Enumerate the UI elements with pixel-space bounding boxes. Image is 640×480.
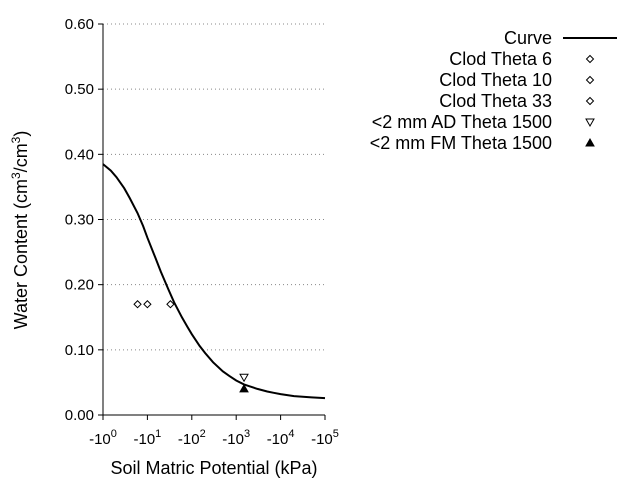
y-tick-label: 0.50 (65, 81, 94, 98)
y-axis-title: Water Content (cm3/cm3) (9, 131, 31, 330)
data-point (239, 373, 249, 383)
y-tick-label: 0.20 (65, 277, 94, 294)
legend-label: Curve (504, 28, 552, 48)
legend-label: Clod Theta 10 (439, 70, 552, 90)
curve-layer (102, 163, 326, 400)
legend-label: Clod Theta 6 (449, 49, 552, 69)
legend-swatch-marker (585, 118, 595, 128)
legend-label: Clod Theta 33 (439, 91, 552, 111)
x-tick-label: -105 (311, 428, 339, 448)
y-tick-label: 0.40 (65, 146, 94, 163)
y-tick-label: 0.30 (65, 212, 94, 229)
legend-swatch-marker (585, 54, 595, 64)
data-point (143, 300, 152, 309)
y-tick-label: 0.10 (65, 342, 94, 359)
data-point (133, 300, 142, 309)
legend-swatch-marker (585, 75, 595, 85)
y-tick-label: 0.60 (65, 16, 94, 33)
data-point (239, 383, 249, 393)
x-tick-label: -101 (133, 428, 161, 448)
y-tick-label: 0.00 (65, 407, 94, 424)
data-point (166, 300, 175, 309)
x-axis-title: Soil Matric Potential (kPa) (110, 458, 317, 478)
x-ticks: -100 -101 -102 -103 -104 -105 (89, 415, 339, 448)
x-tick-label: -100 (89, 428, 117, 448)
curve-line (102, 163, 326, 400)
x-tick-label: -103 (222, 428, 250, 448)
y-ticks: 0.00 0.10 0.20 0.30 0.40 0.50 0.60 (65, 16, 103, 424)
x-tick-label: -104 (267, 428, 295, 448)
legend-swatch-marker (585, 96, 595, 106)
grid-lines (103, 23, 325, 351)
marker-layer (133, 300, 249, 393)
legend-label: <2 mm FM Theta 1500 (370, 133, 552, 153)
x-tick-label: -102 (178, 428, 206, 448)
legend-swatch-marker (585, 137, 595, 147)
legend-label: <2 mm AD Theta 1500 (372, 112, 552, 132)
